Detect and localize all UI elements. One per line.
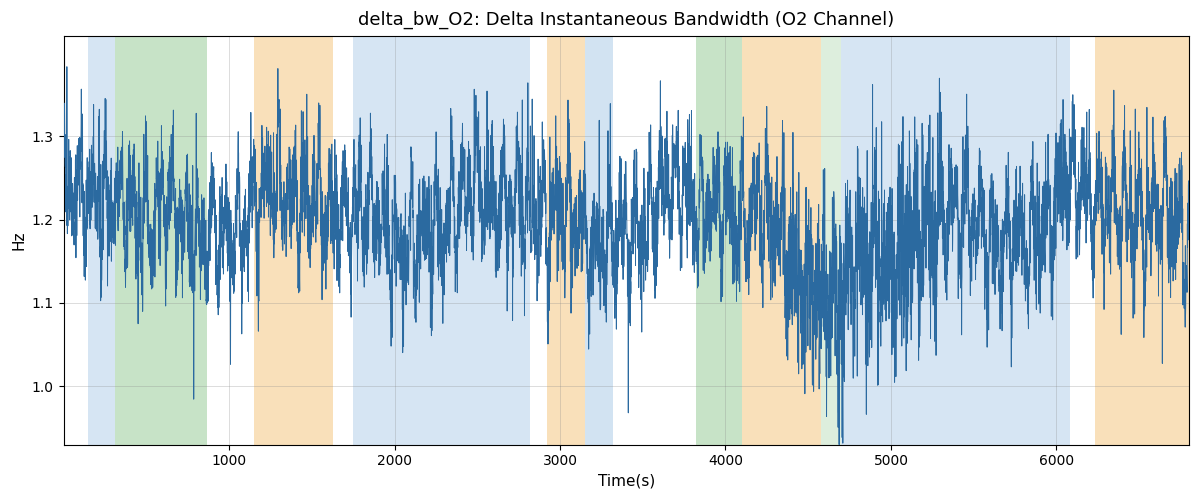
Bar (696, 36, 742, 445)
Bar (547, 36, 584, 445)
Bar (254, 36, 334, 445)
X-axis label: Time(s): Time(s) (598, 474, 655, 489)
Bar (1094, 36, 1189, 445)
Bar (841, 36, 1069, 445)
Title: delta_bw_O2: Delta Instantaneous Bandwidth (O2 Channel): delta_bw_O2: Delta Instantaneous Bandwid… (358, 11, 894, 30)
Bar (353, 36, 530, 445)
Bar (584, 36, 613, 445)
Bar (822, 36, 841, 445)
Y-axis label: Hz: Hz (11, 230, 26, 250)
Bar (89, 36, 115, 445)
Bar (115, 36, 208, 445)
Bar (742, 36, 822, 445)
